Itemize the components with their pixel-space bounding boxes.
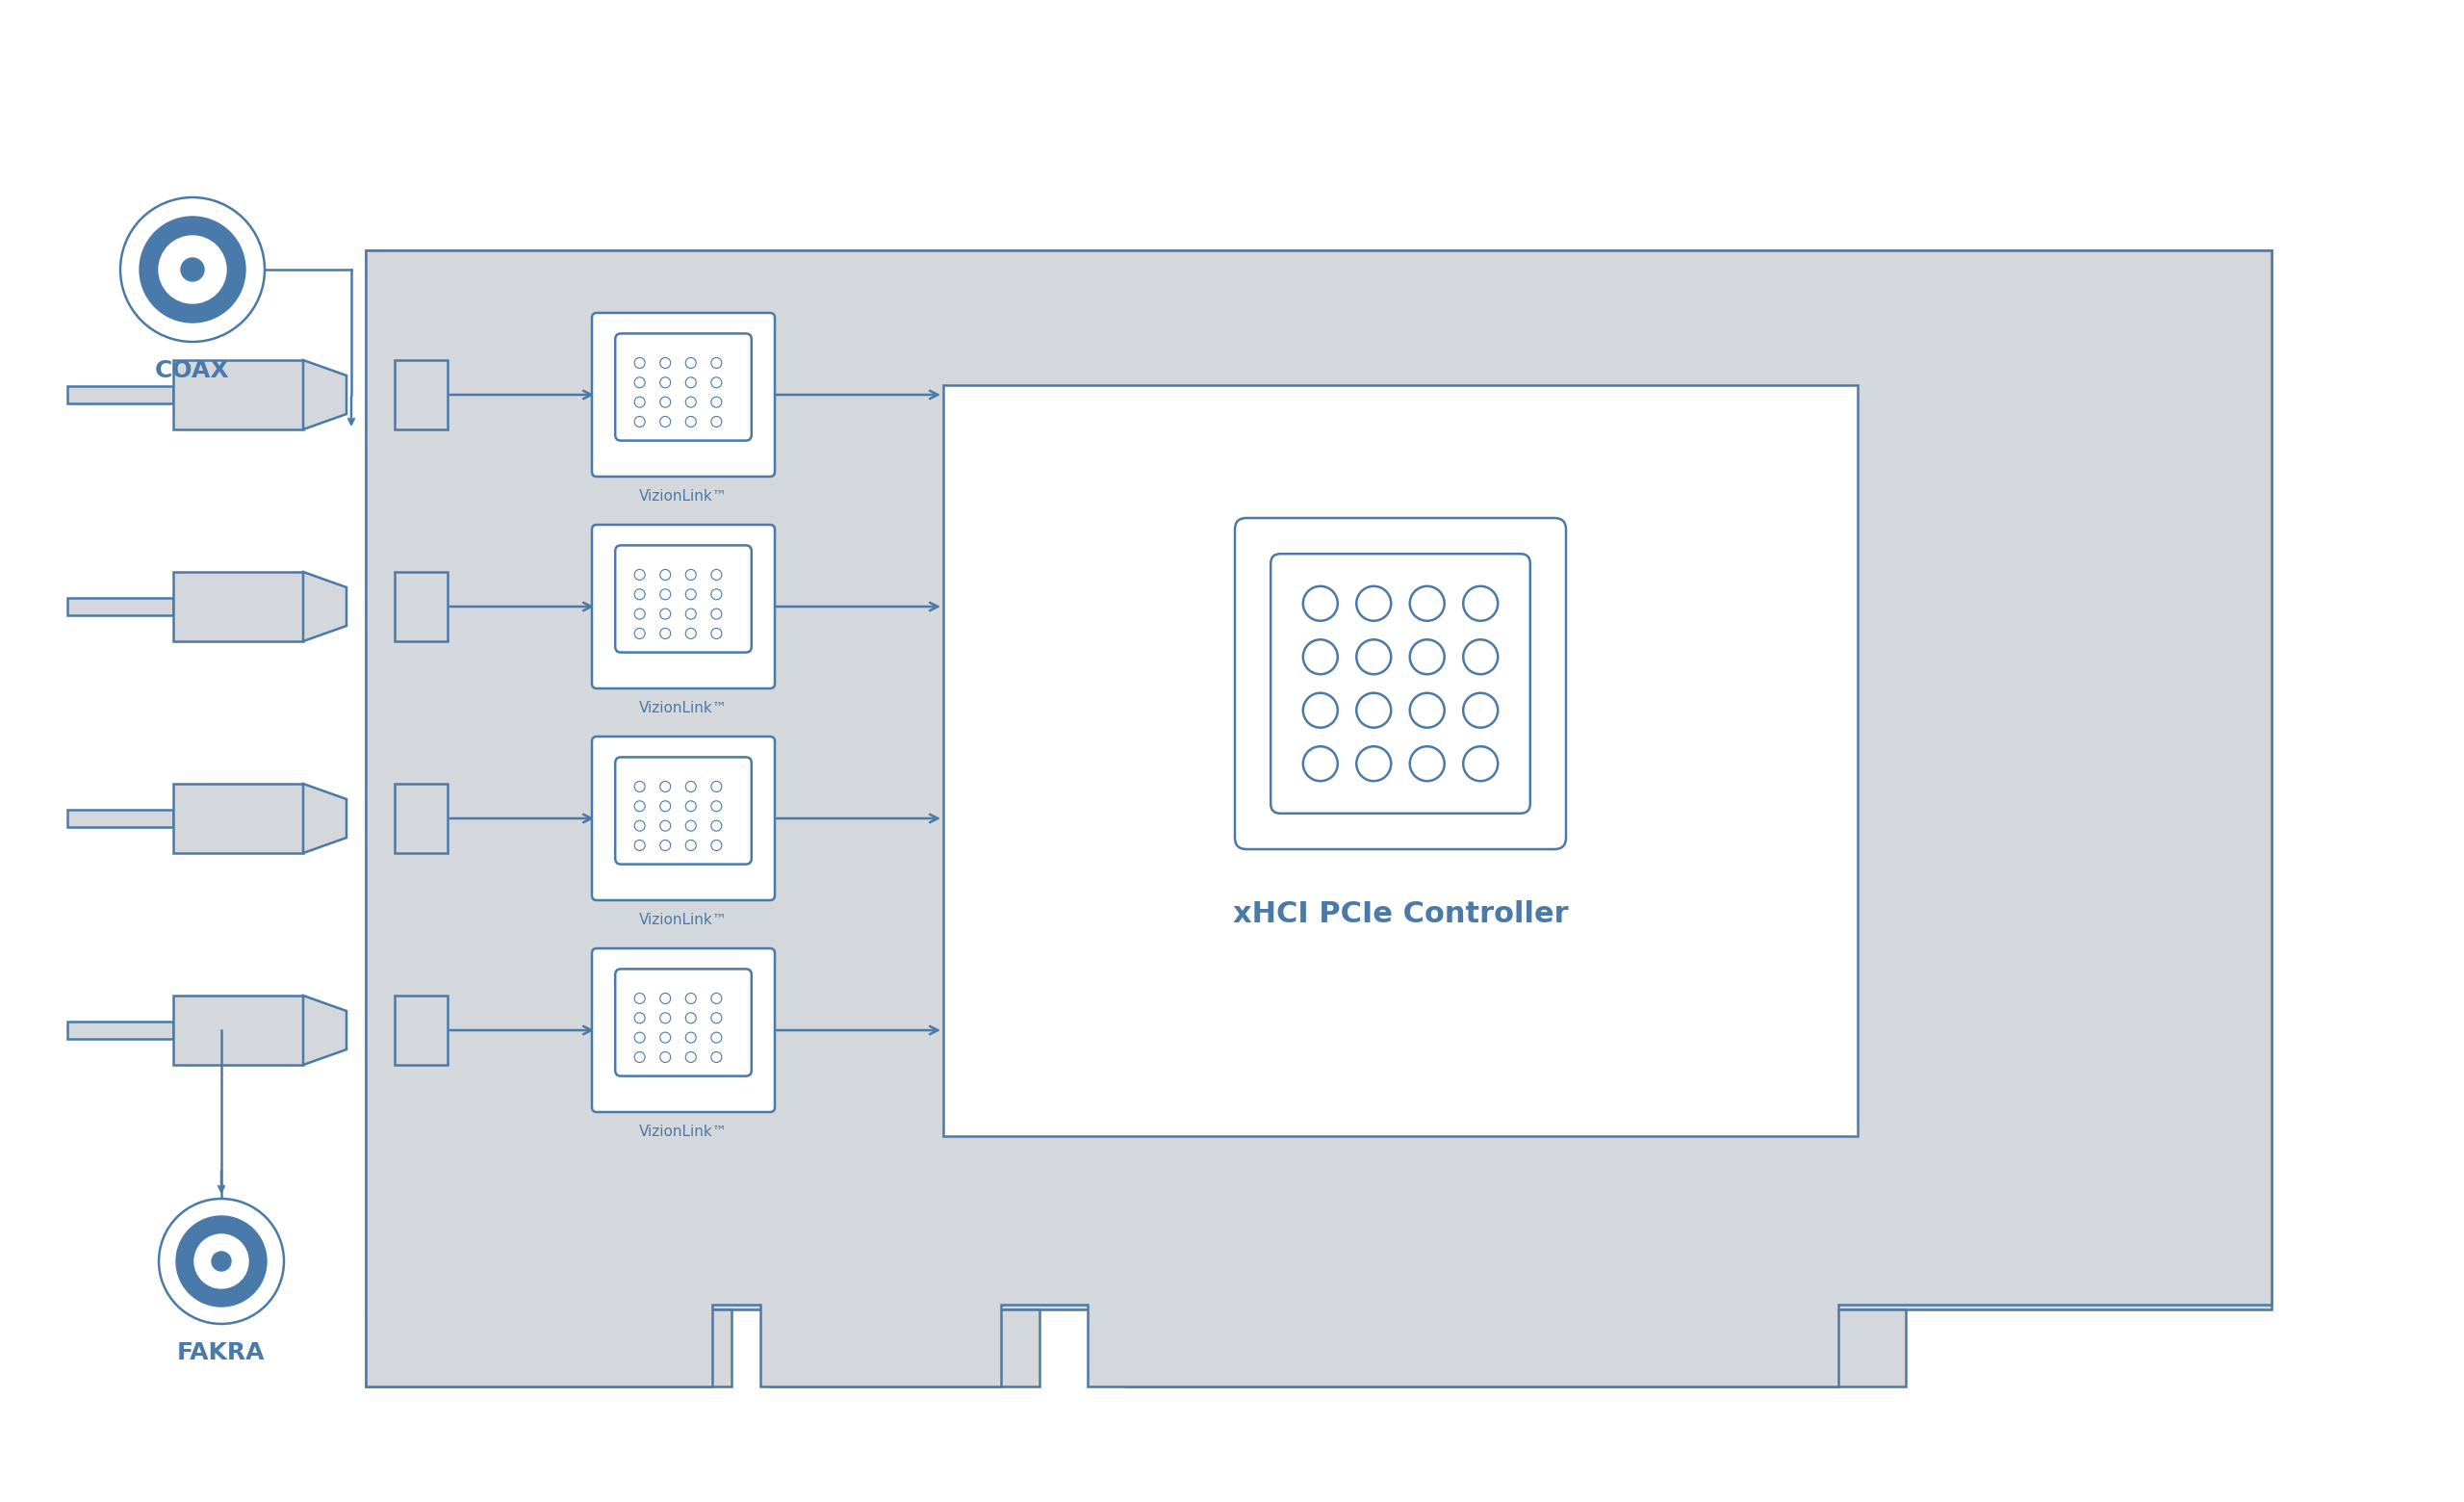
Bar: [67, 810, 172, 828]
Circle shape: [175, 1217, 266, 1307]
Bar: [1126, 1310, 1905, 1386]
FancyBboxPatch shape: [616, 545, 752, 652]
Circle shape: [212, 1251, 232, 1271]
FancyBboxPatch shape: [591, 948, 774, 1111]
Polygon shape: [303, 360, 347, 430]
Bar: [172, 360, 303, 430]
Polygon shape: [303, 996, 347, 1065]
Bar: [67, 598, 172, 616]
Text: VizionLink™: VizionLink™: [638, 490, 727, 503]
Circle shape: [195, 1235, 249, 1289]
Circle shape: [140, 216, 246, 323]
Bar: [172, 996, 303, 1065]
Bar: [67, 1021, 172, 1039]
Bar: [394, 996, 448, 1065]
Bar: [394, 360, 448, 430]
FancyBboxPatch shape: [944, 385, 1858, 1136]
Text: VizionLink™: VizionLink™: [638, 913, 727, 927]
FancyBboxPatch shape: [365, 251, 2272, 1310]
Text: xHCI PCIe Controller: xHCI PCIe Controller: [1232, 901, 1567, 928]
Bar: [365, 251, 2272, 1305]
Bar: [394, 572, 448, 641]
FancyBboxPatch shape: [616, 969, 752, 1075]
Bar: [1087, 1305, 1838, 1386]
Bar: [769, 1310, 1040, 1386]
Text: VizionLink™: VizionLink™: [638, 1125, 727, 1139]
Circle shape: [180, 258, 205, 281]
Bar: [761, 1305, 1000, 1386]
FancyBboxPatch shape: [591, 312, 774, 476]
Bar: [394, 784, 448, 853]
FancyBboxPatch shape: [591, 736, 774, 900]
Bar: [365, 1310, 732, 1386]
Polygon shape: [303, 784, 347, 853]
FancyBboxPatch shape: [616, 757, 752, 864]
Polygon shape: [303, 572, 347, 641]
Bar: [67, 386, 172, 404]
FancyBboxPatch shape: [1271, 554, 1530, 814]
Bar: [172, 572, 303, 641]
Bar: [365, 1305, 712, 1386]
FancyBboxPatch shape: [616, 333, 752, 440]
Circle shape: [121, 197, 264, 342]
Text: COAX: COAX: [155, 359, 229, 382]
FancyBboxPatch shape: [591, 524, 774, 688]
Circle shape: [158, 236, 227, 303]
Bar: [172, 784, 303, 853]
Text: VizionLink™: VizionLink™: [638, 701, 727, 715]
Circle shape: [158, 1199, 283, 1323]
Text: FAKRA: FAKRA: [177, 1341, 266, 1364]
FancyBboxPatch shape: [1234, 518, 1567, 849]
